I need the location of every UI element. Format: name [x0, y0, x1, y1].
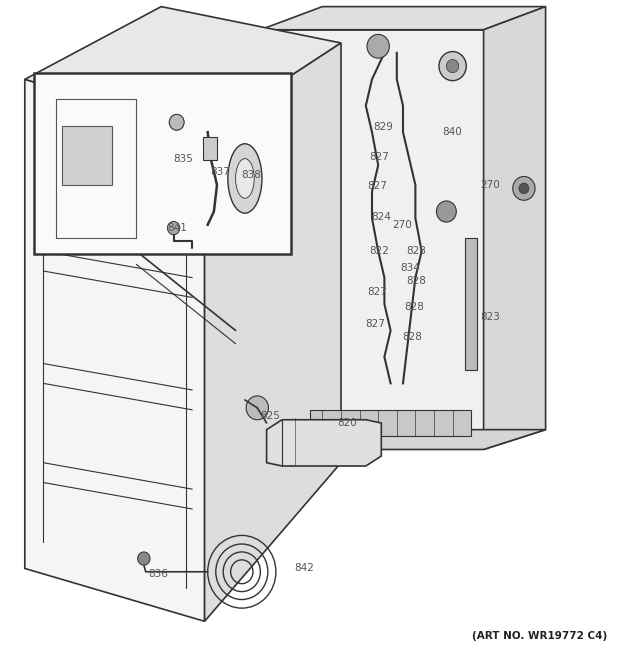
- Polygon shape: [260, 30, 484, 449]
- Text: 825: 825: [260, 411, 280, 422]
- Circle shape: [138, 552, 150, 565]
- Text: 828: 828: [402, 332, 422, 342]
- Text: 827: 827: [367, 287, 387, 297]
- Bar: [34, 73, 291, 254]
- Text: 828: 828: [407, 246, 427, 256]
- Circle shape: [169, 114, 184, 130]
- Polygon shape: [205, 43, 341, 621]
- Text: 835: 835: [173, 153, 193, 164]
- Text: 823: 823: [480, 312, 500, 323]
- Text: 828: 828: [404, 302, 424, 313]
- Text: 827: 827: [370, 152, 389, 163]
- Text: 828: 828: [407, 276, 427, 286]
- Text: 836: 836: [148, 568, 168, 579]
- Polygon shape: [260, 7, 546, 30]
- Circle shape: [446, 59, 459, 73]
- Polygon shape: [267, 420, 381, 466]
- Text: 827: 827: [365, 319, 385, 329]
- Text: 840: 840: [443, 127, 463, 137]
- Ellipse shape: [228, 144, 262, 214]
- Polygon shape: [310, 410, 471, 436]
- Text: 824: 824: [371, 212, 391, 222]
- Circle shape: [246, 396, 268, 420]
- Text: 834: 834: [401, 262, 420, 273]
- Circle shape: [519, 183, 529, 194]
- Text: 270: 270: [392, 219, 412, 230]
- Circle shape: [436, 201, 456, 222]
- Circle shape: [167, 221, 180, 235]
- Polygon shape: [25, 79, 205, 621]
- Polygon shape: [25, 7, 341, 132]
- Circle shape: [513, 176, 535, 200]
- Text: 841: 841: [167, 223, 187, 233]
- Polygon shape: [484, 7, 546, 449]
- Text: (ART NO. WR19772 C4): (ART NO. WR19772 C4): [472, 631, 608, 641]
- Polygon shape: [465, 238, 477, 370]
- Polygon shape: [260, 430, 546, 449]
- Text: 820: 820: [337, 418, 357, 428]
- Bar: [62, 126, 112, 185]
- Text: 837: 837: [210, 167, 230, 177]
- Text: 838: 838: [241, 170, 261, 180]
- Text: 822: 822: [370, 246, 389, 256]
- Circle shape: [439, 52, 466, 81]
- Ellipse shape: [236, 159, 254, 198]
- Circle shape: [367, 34, 389, 58]
- Bar: [203, 137, 217, 160]
- Text: 270: 270: [480, 180, 500, 190]
- Text: 829: 829: [373, 122, 393, 132]
- Text: 827: 827: [367, 181, 387, 192]
- Text: 842: 842: [294, 563, 314, 574]
